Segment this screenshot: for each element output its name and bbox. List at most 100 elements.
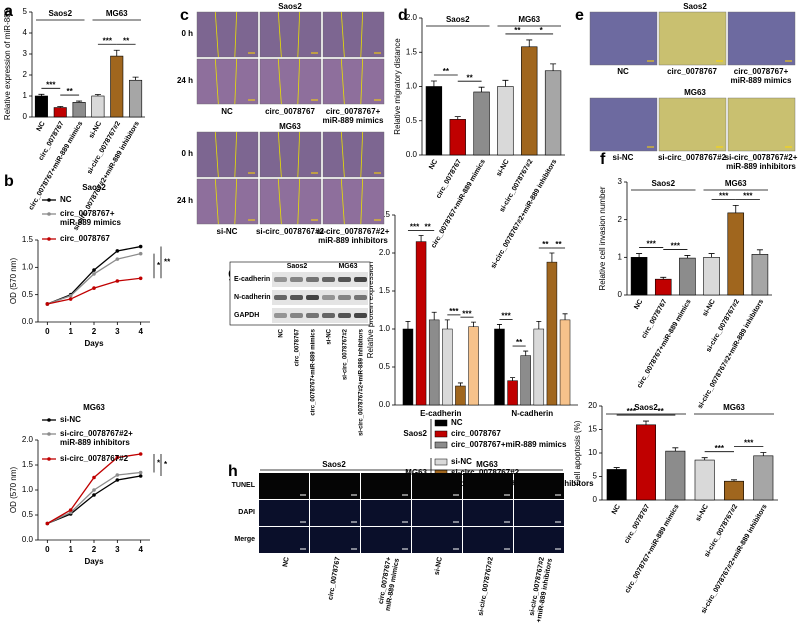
- invasion-image: [589, 11, 658, 66]
- invasion-image: [727, 97, 796, 152]
- scratch-edge: [234, 178, 238, 225]
- point: [68, 293, 73, 298]
- x-tick-label: NC: [428, 158, 439, 170]
- scratch-edge: [297, 131, 301, 178]
- lane-label: circ_0078767+miR-889 mimics: [311, 328, 317, 415]
- bar: [665, 450, 686, 501]
- significance: **: [67, 87, 74, 96]
- series-line: [47, 253, 141, 305]
- significance: **: [555, 240, 562, 249]
- blot-band: [322, 313, 335, 318]
- blot-band: [338, 313, 351, 318]
- scratch-edge: [360, 131, 364, 178]
- bar: [606, 469, 627, 501]
- x-tick-label: 1: [68, 545, 73, 554]
- wound-image: [196, 11, 259, 58]
- x-tick-label: circ_0078767: [641, 298, 669, 339]
- y-tick-label: 0.5: [379, 362, 391, 371]
- wound-image: [259, 131, 322, 178]
- bar: [494, 328, 505, 406]
- error-bar: [113, 49, 120, 57]
- x-tick-label: 4: [138, 545, 143, 554]
- y-tick-label: 1.0: [379, 324, 391, 333]
- error-bar: [701, 457, 708, 461]
- significance: **: [542, 240, 549, 249]
- x-axis-title: Days: [84, 339, 104, 348]
- bar: [694, 459, 715, 501]
- error-bar: [636, 253, 643, 258]
- wound-image: [196, 178, 259, 225]
- blot-band: [338, 295, 351, 300]
- legend-swatch: [434, 419, 448, 427]
- x-tick-label: circ_0078767+miR-889 mimics: [430, 158, 487, 249]
- x-tick-label: 0: [45, 545, 50, 554]
- error-bar: [496, 324, 502, 329]
- scratch-edge: [277, 11, 282, 58]
- column-label: NC: [221, 107, 233, 116]
- bar: [425, 86, 443, 156]
- x-tick-label: si-NC: [496, 158, 511, 177]
- y-tick-label: 4: [23, 28, 28, 37]
- panel-letter: h: [228, 463, 238, 480]
- y-tick-label: 2.0: [22, 435, 34, 444]
- error-bar: [57, 106, 64, 108]
- panel-letter: b: [4, 173, 14, 190]
- point: [92, 488, 96, 492]
- error-bar: [523, 350, 529, 356]
- x-tick-label: circ_0078767: [435, 158, 463, 199]
- x-tick-label: circ_0078767: [623, 503, 651, 544]
- error-bar: [444, 319, 450, 329]
- significance: **: [425, 223, 432, 232]
- x-tick-label: circ_0078767+miR-889 mimics: [624, 503, 681, 594]
- blot-band: [354, 295, 367, 300]
- x-tick-label: circ_0078767+miR-889 mimics: [636, 298, 693, 389]
- error-bar: [760, 452, 767, 456]
- legend-marker: [47, 418, 51, 422]
- group-label: Saos2: [634, 403, 658, 412]
- scratch-edge: [234, 58, 238, 105]
- x-tick-label: NC: [611, 503, 622, 515]
- lane-label: si-circ_0078767#2: [343, 328, 349, 380]
- wound-image: [259, 58, 322, 105]
- point: [115, 473, 120, 477]
- y-tick-label: 0: [23, 112, 28, 121]
- bar: [703, 257, 720, 296]
- bar: [129, 79, 143, 118]
- error-bar: [94, 94, 101, 96]
- x-axis-title: Days: [84, 557, 104, 566]
- point: [92, 272, 96, 276]
- error-bar: [418, 235, 424, 242]
- error-bar: [76, 100, 83, 103]
- bar: [34, 95, 48, 118]
- y-tick-label: 0.5: [406, 116, 418, 125]
- invasion-image: [658, 11, 727, 66]
- panel-letter: c: [180, 7, 189, 24]
- blot-band: [290, 277, 303, 282]
- group-label: MG63: [279, 122, 301, 131]
- wound-image: [322, 58, 385, 105]
- blot-band: [306, 313, 319, 318]
- error-bar: [478, 86, 485, 92]
- group-label: MG63: [684, 88, 706, 97]
- row-label: 24 h: [177, 76, 193, 85]
- scratch-edge: [360, 178, 364, 225]
- point: [138, 452, 143, 456]
- significance: *: [164, 460, 168, 469]
- column-label: circ_0078767+miR-889 mimics: [323, 107, 384, 125]
- error-bar: [454, 116, 461, 120]
- y-axis-title: Relative expression of miR-889: [3, 8, 12, 120]
- significance: *: [157, 261, 161, 270]
- row-label: TUNEL: [232, 482, 256, 489]
- lane-label: NC: [279, 328, 285, 337]
- group-label: Saos2: [278, 2, 302, 11]
- blot-band: [274, 313, 287, 318]
- legend-marker: [47, 432, 51, 436]
- error-bar: [431, 311, 437, 320]
- significance: ***: [646, 240, 656, 249]
- error-bar: [756, 249, 763, 255]
- blot-band: [306, 295, 319, 300]
- y-tick-label: 1: [618, 252, 623, 261]
- panel-letter: d: [398, 7, 408, 24]
- point: [92, 268, 96, 272]
- significance: ***: [501, 312, 511, 321]
